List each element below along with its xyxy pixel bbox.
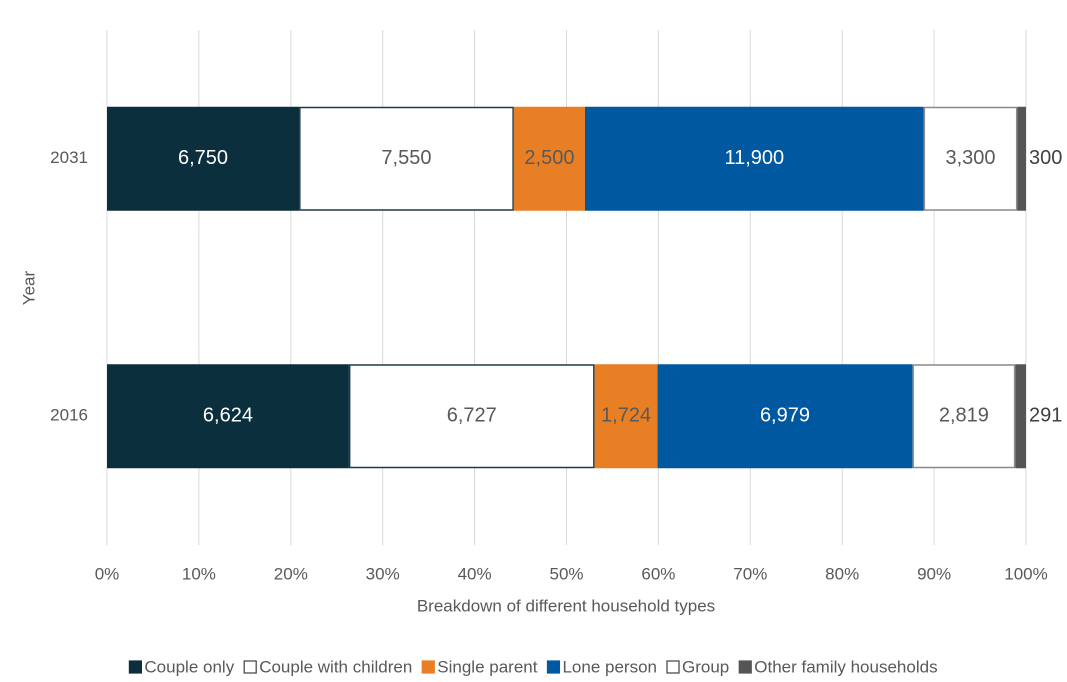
bar-segment [107,364,349,469]
legend-swatch [128,660,143,674]
legend-label: Group [682,657,729,676]
data-label: 6,750 [178,147,228,169]
y-tick-label: 2016 [50,406,88,425]
bar-segment [1017,106,1027,211]
bar-segment [584,106,924,211]
legend-label: Couple only [144,657,234,676]
bar-segment [299,106,514,211]
legend-swatch [738,660,752,674]
data-label: 6,979 [760,405,810,427]
bar-segment [348,364,595,469]
bar-segment [594,364,658,469]
data-label: 2,500 [524,147,574,169]
x-tick-label: 100% [1004,564,1047,583]
x-tick-label: 20% [274,564,308,583]
x-axis-title: Breakdown of different household types [417,596,715,615]
legend-label: Couple with children [259,657,412,676]
x-tick-label: 80% [825,564,859,583]
x-tick-label: 10% [182,564,216,583]
data-label: 2,819 [939,405,989,427]
x-tick-label: 40% [458,564,492,583]
bar-segment [923,106,1018,211]
data-label: 1,724 [601,405,651,427]
legend-swatch [243,660,257,674]
legend-label: Single parent [437,657,537,676]
x-tick-label: 50% [549,564,583,583]
y-axis-title: Year [19,270,38,305]
data-label: 6,624 [203,405,253,427]
data-label: 6,727 [447,405,497,427]
legend-label: Lone person [562,657,657,676]
data-label: 7,550 [381,147,431,169]
data-label: 3,300 [945,147,995,169]
x-tick-label: 70% [733,564,767,583]
bar-segment [513,106,585,211]
legend-swatch [421,660,435,674]
bar-segment [912,364,1016,469]
bar-segment [1015,364,1027,469]
y-tick-label: 2031 [50,148,88,167]
x-tick-label: 0% [95,564,120,583]
bar-segment [107,106,300,211]
legend-label: Other family households [754,657,937,676]
x-tick-label: 90% [917,564,951,583]
x-tick-label: 30% [366,564,400,583]
data-label: 300 [1029,147,1062,169]
bar-segment [657,364,913,469]
legend-swatch [546,660,561,674]
x-tick-label: 60% [641,564,675,583]
data-label: 291 [1029,405,1062,427]
data-label: 11,900 [724,147,784,169]
legend-swatch [666,660,680,674]
